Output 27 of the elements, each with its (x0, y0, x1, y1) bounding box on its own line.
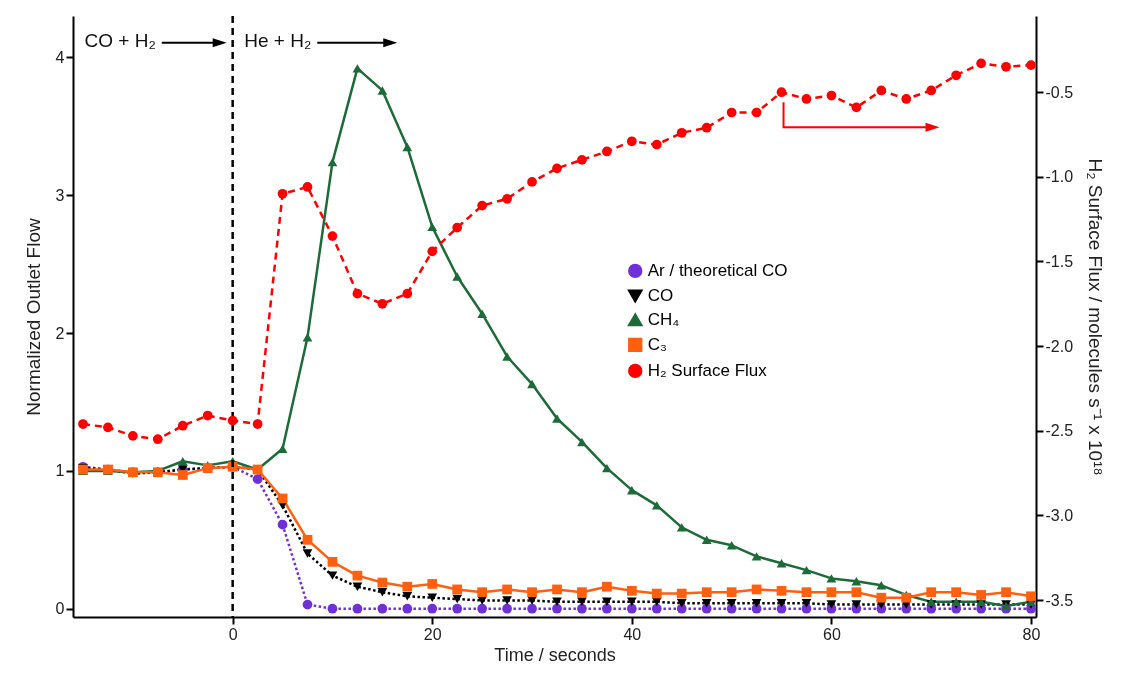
annotation: CO + H₂ (84, 29, 156, 51)
x-tick-label: 80 (1022, 625, 1041, 643)
x-axis-title: Time / seconds (494, 644, 616, 665)
annotation: He + H₂ (244, 29, 312, 51)
y2-tick-label: -3.5 (1045, 591, 1074, 609)
y-tick-label: 3 (55, 186, 65, 204)
y2-tick-label: -2.5 (1045, 422, 1074, 440)
y-axis-title: Normalized Outlet Flow (22, 218, 44, 416)
y-tick-label: 1 (55, 462, 65, 480)
x-tick-label: 60 (823, 625, 841, 643)
legend-label: C₃ (647, 334, 667, 354)
y2-axis-title: H₂ Surface Flux / molecules s⁻¹ x 10¹⁸ (1085, 158, 1107, 476)
x-tick-label: 40 (623, 625, 642, 643)
legend-label: CH₄ (647, 309, 680, 329)
y-tick-label: 2 (55, 324, 65, 342)
x-tick-label: 20 (423, 625, 442, 643)
x-tick-label: 0 (228, 625, 238, 643)
y-tick-label: 0 (55, 600, 65, 618)
y2-tick-label: -3.0 (1045, 506, 1074, 524)
legend-label: H₂ Surface Flux (647, 360, 768, 380)
y2-tick-label: -0.5 (1045, 83, 1074, 101)
y-tick-label: 4 (55, 48, 65, 66)
y2-tick-label: -1.0 (1045, 168, 1074, 186)
y2-tick-label: -2.0 (1045, 337, 1074, 355)
legend-label: CO (647, 285, 674, 305)
y2-tick-label: -1.5 (1045, 252, 1074, 270)
legend-label: Ar / theoretical CO (647, 260, 788, 280)
